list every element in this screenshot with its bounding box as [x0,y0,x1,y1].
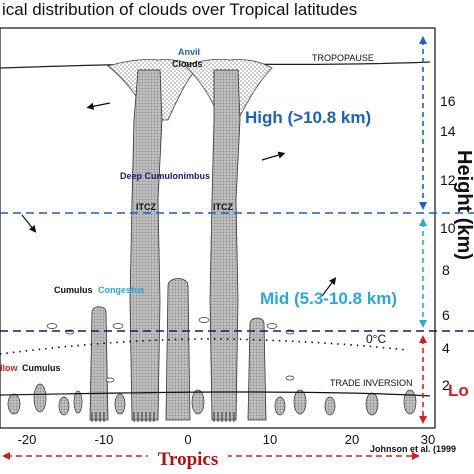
circulation-arrows [21,102,337,297]
x-axis: -20 -10 0 10 20 30 [18,432,436,447]
y-tick-4: 4 [442,340,450,356]
anvil-clouds-label: Clouds [172,59,203,69]
y-tick-10: 10 [440,220,456,236]
tropics-label: Tropics [158,449,219,470]
x-tick-10: 10 [263,432,277,447]
citation-label: Johnson et al. (1999 [370,444,456,454]
freezing-level-line [0,338,409,355]
shallow-cumulus-group [7,383,417,416]
freezing-level-label: 0°C [366,332,386,346]
y-axis-title: Height (km) [453,150,474,260]
shallow-cumulus-word: Cumulus [22,363,61,373]
shallow-cumulus-label: llow Cumulus [0,363,61,373]
trade-inversion-line [0,391,431,397]
deep-cumulonimbus-label: Deep Cumulonimbus [120,171,210,181]
high-band-label: High (>10.8 km) [245,108,371,127]
diagram-title: ical distribution of clouds over Tropica… [2,0,357,19]
cumulus-congestus-label: Cumulus Congestus [54,285,145,295]
y-axis: 16 14 12 10 8 6 4 2 [440,93,456,393]
itcz-right-label: ITCZ [213,202,233,212]
low-band-label: Lo [448,381,469,400]
congestus-word: Congestus [98,285,145,295]
x-tick-30: 30 [421,432,435,447]
y-tick-8: 8 [442,262,450,278]
congestus-tower-2 [165,278,191,421]
itcz-left-label: ITCZ [136,202,156,212]
deep-cumulonimbus-tower-right [209,69,241,421]
cumulus-word: Cumulus [54,285,93,295]
x-tick-neg20: -20 [18,432,37,447]
tropopause-label: TROPOPAUSE [312,53,374,63]
x-tick-20: 20 [345,432,359,447]
plot-frame [0,27,436,429]
shallow-word: llow [0,363,18,373]
trade-inversion-label: TRADE INVERSION [330,378,413,388]
x-tick-neg10: -10 [95,432,114,447]
y-tick-14: 14 [440,123,456,139]
y-tick-16: 16 [440,93,456,109]
x-tick-0: 0 [184,432,191,447]
congestus-tower-3 [247,317,267,421]
y-tick-2: 2 [442,377,450,393]
mid-level-puffs [46,317,295,383]
tropics-label-bg [148,448,228,468]
mid-band-label: Mid (5.3-10.8 km) [260,289,397,308]
anvil-label: Anvil [178,47,200,57]
deep-cumulonimbus-tower-left [129,69,163,421]
y-tick-6: 6 [442,307,450,323]
congestus-tower-1 [89,306,109,421]
surface-hatching [91,412,235,422]
y-tick-12: 12 [440,172,456,188]
